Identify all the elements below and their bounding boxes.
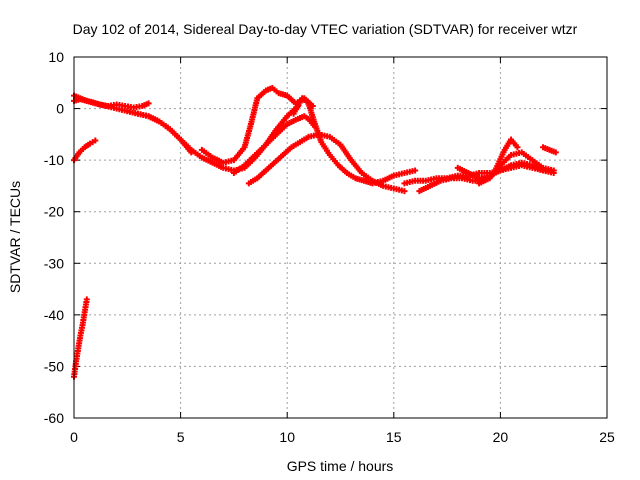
x-tick-label: 25 <box>599 429 615 445</box>
data-point <box>550 167 557 174</box>
series-arc-8 <box>245 133 312 187</box>
x-tick-label: 15 <box>386 429 402 445</box>
y-tick-label: -60 <box>44 410 64 426</box>
x-tick-label: 0 <box>70 429 78 445</box>
x-tick-label: 5 <box>177 429 185 445</box>
plot-frame <box>73 56 608 419</box>
grid-layer <box>74 57 607 418</box>
x-tick-label: 10 <box>279 429 295 445</box>
data-point <box>412 167 419 174</box>
series-arc-12 <box>416 136 521 195</box>
series-arc-14 <box>476 149 557 187</box>
y-tick-label: -40 <box>44 307 64 323</box>
data-point <box>552 149 559 156</box>
plot-layer <box>71 84 559 380</box>
series-arc-3 <box>71 137 99 164</box>
y-tick-label: -30 <box>44 255 64 271</box>
data-point <box>83 296 90 303</box>
x-tick-label: 20 <box>493 429 509 445</box>
y-tick-label: -50 <box>44 358 64 374</box>
x-axis-label: GPS time / hours <box>287 458 394 474</box>
data-point <box>92 137 99 144</box>
series-arc-15 <box>540 144 559 156</box>
y-axis-label: SDTVAR / TECUs <box>7 181 23 293</box>
y-tick-label: -20 <box>44 204 64 220</box>
series-arc-10 <box>305 131 408 195</box>
y-tick-label: 0 <box>56 101 64 117</box>
y-tick-label: 10 <box>48 49 64 65</box>
data-point <box>145 100 152 107</box>
y-tick-label: -10 <box>44 152 64 168</box>
data-point <box>401 188 408 195</box>
data-point <box>514 144 521 151</box>
chart-title: Day 102 of 2014, Sidereal Day-to-day VTE… <box>73 21 578 37</box>
